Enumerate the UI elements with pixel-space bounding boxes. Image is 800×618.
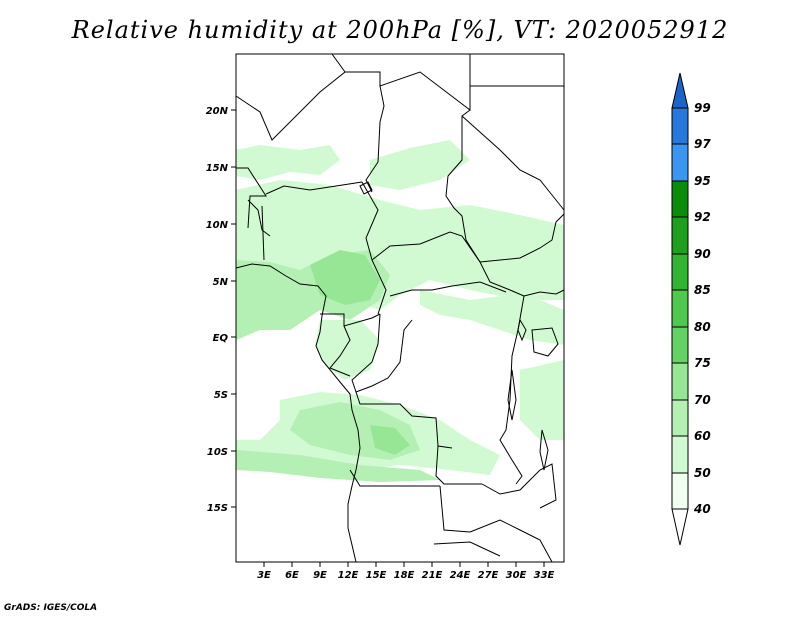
colorbar-label-40: 40 bbox=[693, 502, 711, 516]
lat-label-15n: 15N bbox=[206, 163, 229, 174]
lat-label-10s: 10S bbox=[207, 447, 228, 458]
lon-label-15e: 15E bbox=[366, 570, 387, 581]
colorbar-label-95: 95 bbox=[694, 174, 711, 188]
colorbar-label-90: 90 bbox=[694, 247, 711, 261]
border-sudan-east bbox=[461, 115, 565, 211]
border-namibia-botswana bbox=[439, 485, 471, 533]
colorbar-under-triangle bbox=[671, 508, 689, 546]
lon-axis: 3E 6E 9E 12E 15E 18E 21E 24E 27E 30E 33E bbox=[257, 562, 555, 581]
humidity-region-nigeria bbox=[310, 250, 380, 305]
lon-label-21e: 21E bbox=[422, 570, 443, 581]
colorbar-swatch-60-70 bbox=[671, 399, 689, 437]
humidity-region-sahel bbox=[370, 140, 470, 190]
colorbar-label-92: 92 bbox=[694, 210, 711, 224]
colorbar-swatch-40-50 bbox=[671, 472, 689, 510]
lon-label-24e: 24E bbox=[450, 570, 471, 581]
lake-victoria bbox=[531, 327, 559, 357]
border-mali bbox=[236, 167, 267, 229]
humidity-region-north bbox=[236, 145, 340, 180]
map-title: Relative humidity at 200hPa [%], VT: 202… bbox=[71, 16, 729, 44]
colorbar-swatch-70-75 bbox=[671, 362, 689, 401]
map-frame bbox=[235, 53, 565, 563]
border-nigeria-cameroon bbox=[361, 181, 387, 315]
lon-label-27e: 27E bbox=[478, 570, 499, 581]
lon-label-9e: 9E bbox=[313, 570, 327, 581]
border-car-drc bbox=[389, 281, 507, 297]
colorbar-labels: 99 97 95 92 90 85 80 75 70 60 50 40 bbox=[693, 101, 711, 516]
border-libya bbox=[345, 54, 471, 112]
colorbar-swatch-85-90 bbox=[671, 253, 689, 291]
colorbar-label-75: 75 bbox=[694, 356, 711, 370]
colorbar-swatch-95-97 bbox=[671, 143, 689, 182]
humidity-region-central bbox=[420, 290, 564, 345]
border-angola-namibia bbox=[349, 469, 440, 487]
lake-tanganyika bbox=[507, 369, 517, 421]
lon-label-33e: 33E bbox=[534, 570, 555, 581]
colorbar-label-50: 50 bbox=[694, 466, 711, 480]
border-south-sudan bbox=[479, 213, 565, 263]
border-niger-nigeria bbox=[265, 181, 363, 195]
coastline bbox=[235, 263, 361, 528]
colorbar-label-70: 70 bbox=[694, 393, 711, 407]
border-algeria-niger bbox=[235, 53, 346, 141]
lat-label-5n: 5N bbox=[213, 277, 229, 288]
lake-albert bbox=[517, 318, 527, 342]
border-cameroon-car bbox=[371, 231, 525, 297]
lon-label-6e: 6E bbox=[285, 570, 299, 581]
lon-label-12e: 12E bbox=[338, 570, 359, 581]
colorbar-label-85: 85 bbox=[694, 283, 711, 297]
humidity-shading bbox=[236, 140, 564, 482]
grads-credit: GrADS: IGES/COLA bbox=[4, 603, 98, 613]
border-south-africa bbox=[347, 527, 357, 563]
border-congo-drc bbox=[351, 313, 413, 393]
humidity-region-gabon bbox=[315, 320, 380, 380]
lake-malawi bbox=[539, 429, 549, 471]
lat-axis: 20N 15N 10N 5N EQ 5S 10S 15S bbox=[206, 106, 236, 514]
border-gabon-congo bbox=[329, 325, 351, 377]
country-borders bbox=[235, 53, 565, 563]
lat-label-10n: 10N bbox=[206, 220, 229, 231]
colorbar-label-60: 60 bbox=[694, 429, 711, 443]
colorbar-swatch-90-92 bbox=[671, 216, 689, 255]
border-zambia-mozambique bbox=[481, 463, 557, 509]
colorbar bbox=[671, 72, 689, 546]
border-chad-sudan bbox=[445, 109, 481, 263]
humidity-region-east bbox=[520, 360, 564, 440]
colorbar-over-triangle bbox=[671, 72, 689, 109]
colorbar-swatch-50-60 bbox=[671, 435, 689, 474]
colorbar-swatch-80-85 bbox=[671, 289, 689, 328]
lat-label-15s: 15S bbox=[207, 503, 228, 514]
border-south bbox=[433, 541, 501, 557]
lon-label-30e: 30E bbox=[506, 570, 527, 581]
lake-chad bbox=[359, 181, 373, 195]
border-uganda-kenya bbox=[523, 289, 565, 297]
border-benin bbox=[261, 205, 265, 261]
colorbar-swatch-97-99 bbox=[671, 107, 689, 145]
lon-label-18e: 18E bbox=[394, 570, 415, 581]
humidity-region-angola-peak bbox=[370, 425, 410, 455]
border-zimbabwe bbox=[469, 519, 553, 563]
lat-label-20n: 20N bbox=[206, 106, 229, 117]
colorbar-swatch-75-80 bbox=[671, 326, 689, 364]
lon-label-3e: 3E bbox=[257, 570, 271, 581]
colorbar-swatch-92-95 bbox=[671, 180, 689, 218]
border-burkina bbox=[247, 199, 271, 237]
lat-label-eq: EQ bbox=[213, 333, 229, 344]
lakes bbox=[359, 181, 559, 471]
lat-label-5s: 5S bbox=[214, 390, 228, 401]
humidity-region-south-strip bbox=[236, 450, 440, 482]
colorbar-label-80: 80 bbox=[694, 320, 711, 334]
colorbar-label-97: 97 bbox=[694, 137, 711, 151]
border-angola-zambia bbox=[435, 445, 482, 485]
border-drc-east bbox=[499, 295, 525, 485]
colorbar-label-99: 99 bbox=[694, 101, 711, 115]
